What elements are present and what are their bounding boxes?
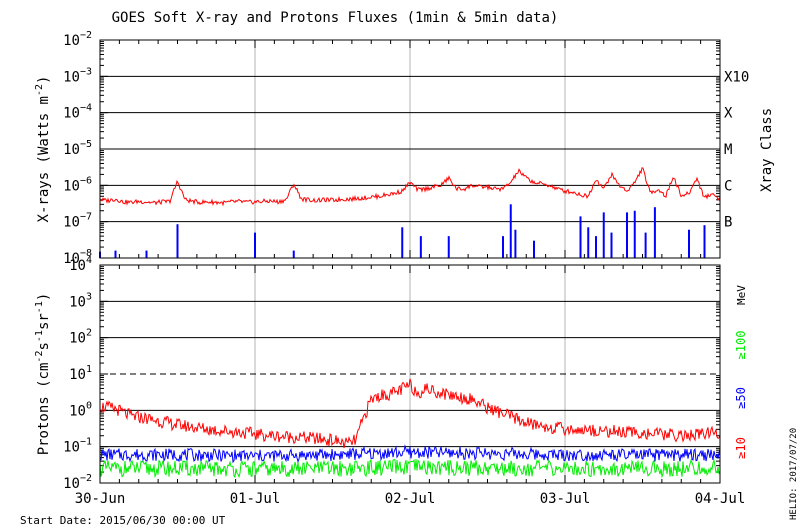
y-tick-label: 10−3 [63, 66, 92, 85]
xray-class-label: X [724, 106, 733, 122]
proton-50mev-series [99, 444, 721, 464]
xray-long-series [99, 167, 721, 207]
xray-class-axis-label: Xray Class [759, 108, 775, 192]
proton-10mev-series [99, 378, 721, 449]
legend-unit: MeV [735, 285, 748, 305]
y-tick-label: 104 [69, 255, 92, 274]
legend-entry: ≥100 [734, 331, 748, 360]
proton-frame [99, 264, 721, 484]
xray-frame [99, 39, 721, 259]
xray-class-label: B [724, 215, 732, 231]
xray-axis-label: X-rays (Watts m-2) [34, 76, 52, 223]
x-tick-label: 02-Jul [385, 491, 436, 507]
start-date: Start Date: 2015/06/30 00:00 UT [20, 514, 226, 527]
proton-100mev-series [99, 458, 721, 479]
x-tick-label: 03-Jul [540, 491, 591, 507]
legend-entry: ≥10 [734, 437, 748, 459]
y-tick-label: 10−7 [63, 212, 92, 231]
credit-label: HELIO: 2017/07/20 [789, 428, 799, 520]
y-tick-label: 103 [69, 291, 92, 310]
y-tick-label: 10−1 [63, 437, 92, 456]
y-tick-label: 10−4 [63, 103, 92, 122]
y-tick-label: 10−6 [63, 175, 92, 194]
xray-class-label: X10 [724, 69, 749, 85]
y-tick-label: 10−2 [63, 30, 92, 49]
legend-entry: ≥50 [734, 387, 748, 409]
x-tick-label: 01-Jul [230, 491, 281, 507]
y-tick-label: 102 [69, 328, 92, 347]
xray-panel: 10−8 10−7 10−6 10−5 10−4 10−3 10−2 B C M X X10 Xray … [34, 30, 775, 267]
chart-title: GOES Soft X-ray and Protons Fluxes (1min… [112, 10, 559, 26]
xray-class-label: M [724, 142, 732, 158]
proton-axis-label: Protons (cm-2s-1sr-1) [34, 293, 52, 456]
x-tick-label: 30-Jun [75, 491, 126, 507]
proton-panel: 10−2 10−1 100 101 102 103 104 ≥10 ≥50 ≥100 MeV Prot… [34, 255, 748, 507]
y-tick-label: 100 [69, 400, 92, 419]
xray-class-label: C [724, 178, 732, 194]
y-tick-label: 10−2 [63, 473, 92, 492]
y-tick-label: 10−5 [63, 139, 92, 158]
y-tick-label: 10−8 [63, 248, 92, 267]
x-tick-label: 04-Jul [695, 491, 746, 507]
y-tick-label: 101 [69, 364, 92, 383]
